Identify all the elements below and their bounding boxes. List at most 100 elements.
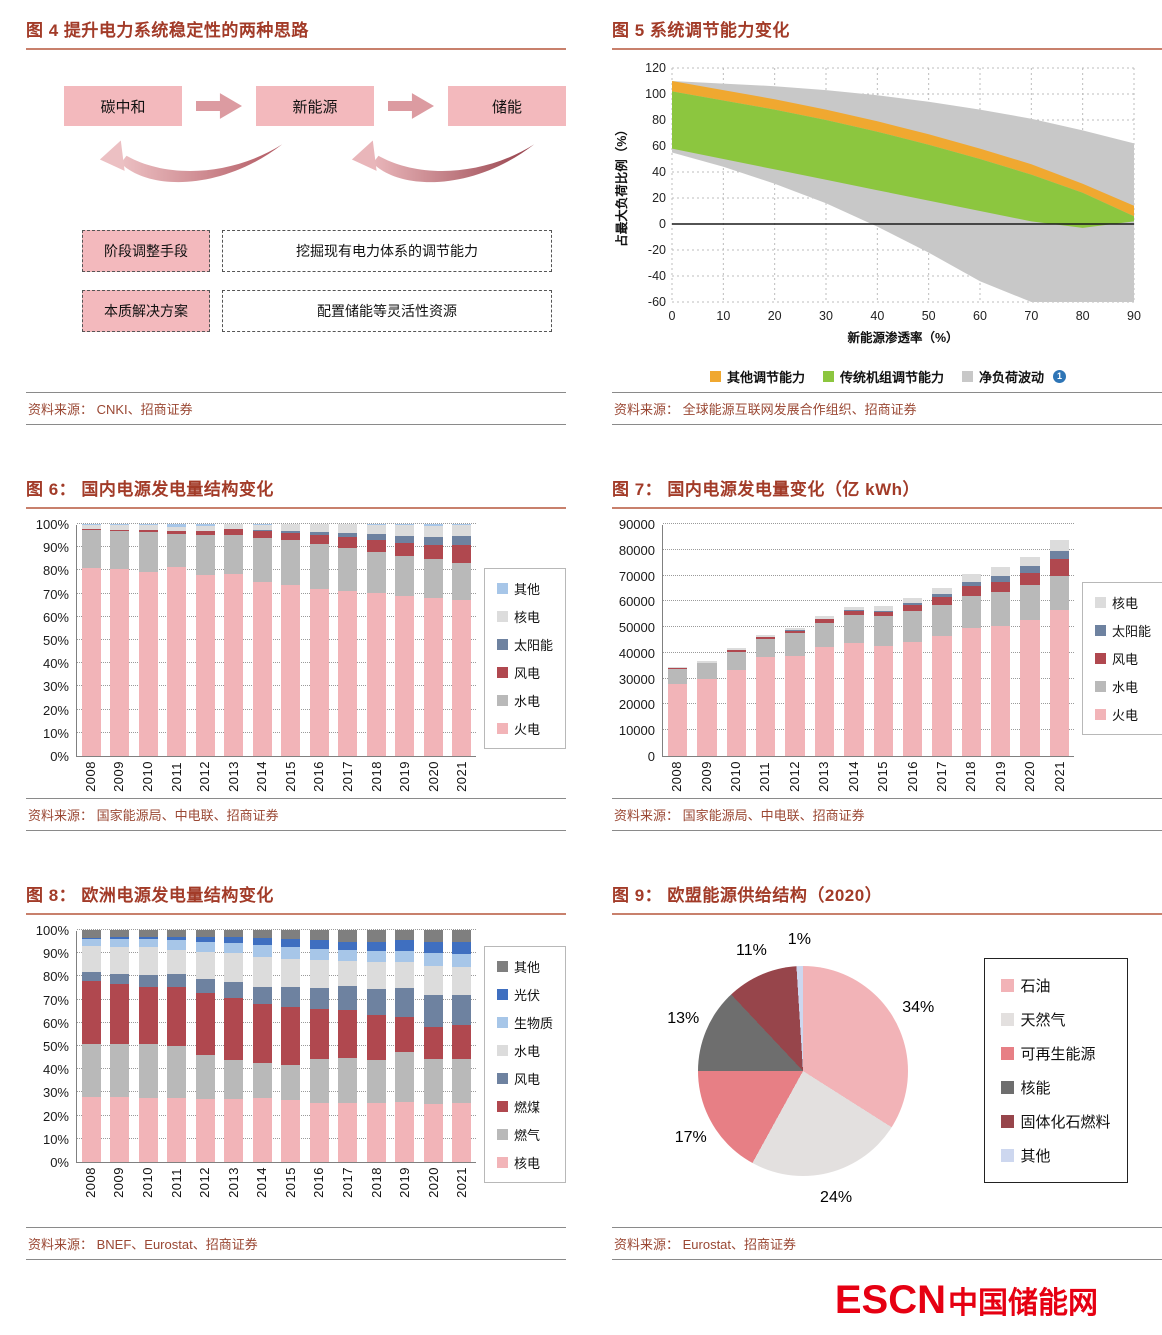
legend-item: 水电 [497,691,553,710]
bar-slot [448,524,477,756]
y-tick-label: 70000 [619,569,655,585]
bar-2010 [139,524,158,756]
x-label-slot: 2019 [986,761,1015,792]
y-tick-label: 10000 [619,723,655,739]
x-tick-label: 2013 [226,761,241,792]
x-tick-label: 2017 [340,761,355,792]
bar-segment [668,684,687,756]
legend-label: 生物质 [514,1013,553,1032]
legend-label: 核能 [1020,1077,1050,1098]
bar-segment [367,930,386,942]
x-tick-label: 20 [768,309,782,323]
bar-slot [134,524,163,756]
bar-slot [957,574,986,756]
legend-swatch [1095,653,1106,664]
y-tick-label: 0% [50,749,69,765]
bar-slot [277,930,306,1162]
y-axis: 0%10%20%30%40%50%60%70%80%90%100% [26,525,76,757]
bar-2009 [110,524,129,756]
bar-segment [424,1059,443,1104]
bar-slot [780,628,809,756]
x-label-slot: 2016 [305,1167,334,1198]
figure-4-diagram: 碳中和 新能源 储能 [26,50,566,386]
right-arrow-icon [388,92,434,120]
bar-2015 [281,930,300,1162]
y-tick-label: 10% [43,1132,69,1148]
plot-area [76,931,476,1163]
legend-label: 核电 [514,1153,540,1172]
x-label-slot: 2018 [956,761,985,792]
bar-segment [452,536,471,545]
legend-label: 燃气 [514,1125,540,1144]
bar-2021 [1050,540,1069,756]
bar-segment [281,930,300,939]
y-tick-label: 80000 [619,543,655,559]
figure-8-title: 图 8： 欧洲电源发电量结构变化 [26,881,566,915]
bar-segment [991,567,1010,576]
bar-segment [424,953,443,966]
bar-segment [1050,551,1069,559]
bar-slot [692,661,721,756]
bar-segment [338,524,357,533]
flow-box-energy-storage: 储能 [448,86,566,126]
bar-segment [253,1004,272,1063]
bar-segment [82,1097,101,1162]
x-tick-label: 2013 [226,1167,241,1198]
bar-2015 [281,524,300,756]
bar-segment [424,537,443,545]
bar-segment [424,559,443,598]
bar-segment [338,961,357,985]
figure-4-title: 图 4 提升电力系统稳定性的两种思路 [26,16,566,50]
figure-5-title: 图 5 系统调节能力变化 [612,16,1162,50]
legend-label: 其他 [514,579,540,598]
legend-label: 传统机组调节能力 [840,367,944,386]
legend-item: 传统机组调节能力 [823,367,944,386]
essential-solution-row: 本质解决方案 配置储能等灵活性资源 [82,290,552,332]
bar-segment [196,1055,215,1099]
bar-slot [362,930,391,1162]
figure-4-source: 资料来源： CNKI、招商证券 [26,392,566,425]
bar-segment [1050,576,1069,611]
bar-segment [253,582,272,756]
bar-segment [903,611,922,641]
x-tick-label: 2018 [369,1167,384,1198]
bar-segment [167,950,186,974]
bar-segment [874,616,893,645]
legend-swatch [1001,1115,1014,1128]
bar-slot [248,524,277,756]
y-tick-label: 70% [43,587,69,603]
bar-segment [338,942,357,950]
legend-swatch [1001,1013,1014,1026]
bar-segment [991,592,1010,626]
x-tick-label: 2020 [1022,761,1037,792]
bar-segment [253,945,272,957]
bar-segment [697,663,716,679]
bar-segment [424,995,443,1027]
x-tick-label: 2016 [311,1167,326,1198]
x-label-slot: 2008 [76,1167,105,1198]
legend-item: 光伏 [497,985,553,1004]
x-tick-label: 2009 [699,761,714,792]
pie-slice-label: 34% [902,999,934,1017]
legend-item: 核电 [497,607,553,626]
right-arrow-icon [196,92,242,120]
legend-label: 天然气 [1020,1009,1065,1030]
bar-segment [962,628,981,756]
bar-segment [338,548,357,591]
y-tick-label: 0% [50,1155,69,1171]
legend-swatch [1001,1081,1014,1094]
x-tick-label: 2008 [83,761,98,792]
x-tick-label: 2010 [140,1167,155,1198]
pie-slice-label: 17% [675,1129,707,1147]
bar-2020 [424,524,443,756]
legend-label: 固体化石燃料 [1020,1111,1110,1132]
bar-segment [196,979,215,993]
legend: 其他核电太阳能风电水电火电 [484,568,566,749]
bar-segment [281,540,300,585]
bar-segment [281,1100,300,1161]
